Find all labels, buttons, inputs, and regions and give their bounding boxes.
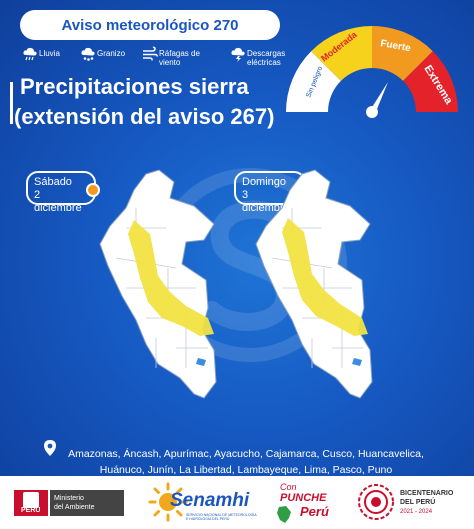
title-bracket (10, 82, 21, 124)
bicentenario-line2: DEL PERÚ (400, 499, 436, 506)
legend-label-lightning-line1: Descargas (247, 49, 286, 58)
punche-label: PUNCHE (280, 492, 327, 504)
bicentenario-emblem-icon (358, 484, 394, 520)
peru-label: PERÚ (21, 507, 41, 514)
date-saturday-line1: Sábado 2 (34, 176, 72, 201)
senamhi-subtitle: SERVICIO NACIONAL DE METEOROLOGÍA E HIDR… (186, 513, 257, 521)
regions-line1: Amazonas, Áncash, Apurímac, Ayacucho, Ca… (68, 448, 424, 460)
date-sunday-line1: Domingo 3 (242, 176, 287, 201)
phenomena-legend: Lluvia Granizo Ráfagas de viento (22, 46, 312, 80)
gauge-segment-extrema (403, 51, 458, 112)
legend-label-wind: Ráfagas de viento (159, 49, 200, 67)
con-label: Con (280, 482, 297, 492)
notice-panel: Aviso meteorológico 270 Lluvia Granizo (0, 0, 474, 476)
lightning-cloud-icon (231, 47, 245, 62)
affected-regions: Amazonas, Áncash, Apurímac, Ayacucho, Ca… (46, 446, 446, 476)
notice-subtitle: (extensión del aviso 267) (14, 104, 275, 129)
peru-shield-icon (23, 492, 39, 508)
peru-script-label: Perú (300, 504, 329, 519)
legend-label-lightning-line2: eléctricas (247, 58, 281, 67)
senamhi-logo: Senamhi SERVICIO NACIONAL DE METEOROLOGÍ… (146, 482, 256, 526)
ministry-logo: PERÚ Ministerio del Ambiente (14, 490, 124, 516)
rain-cloud-icon (23, 47, 37, 61)
gauge-needle-icon (366, 82, 388, 118)
location-pin-icon (44, 440, 56, 456)
gauge-label-fuerte: Fuerte (379, 38, 411, 54)
notice-badge: Aviso meteorológico 270 (20, 10, 280, 40)
map-figure-icon (277, 506, 291, 523)
date-label-saturday: Sábado 2 diciembre (26, 171, 100, 214)
legend-label-hail: Granizo (97, 49, 126, 58)
senamhi-wordmark: Senamhi (170, 490, 250, 511)
date-dot-icon (86, 183, 100, 197)
date-sunday-line2: diciembre (242, 202, 290, 214)
peru-map-saturday (99, 169, 217, 399)
ministry-line1: Ministerio (54, 495, 84, 502)
peru-flag-icon: PERÚ (14, 490, 48, 516)
notice-number: Aviso meteorológico 270 (61, 16, 239, 34)
gauge-segment-fuerte (372, 26, 433, 81)
gauge-segment-moderada (311, 26, 372, 81)
legend-label-lightning: Descargas eléctricas (247, 49, 285, 67)
regions-line2: Huánuco, Junín, La Libertad, Lambayeque,… (99, 464, 393, 476)
bicentenario-years: 2021 - 2024 (400, 509, 433, 515)
date-saturday-line2: diciembre (34, 202, 82, 214)
legend-label-wind-line2: viento (159, 58, 181, 67)
legend-label-wind-line1: Ráfagas de (159, 49, 200, 58)
footer-logos: PERÚ Ministerio del Ambiente Senamhi SER… (0, 476, 474, 529)
ministry-label: Ministerio del Ambiente (50, 490, 124, 516)
bicentenario-logo: BICENTENARIO DEL PERÚ 2021 - 2024 (356, 482, 466, 526)
bicentenario-line1: BICENTENARIO (400, 490, 454, 497)
peru-map-sunday (255, 169, 373, 399)
legend-label-rain: Lluvia (39, 49, 60, 58)
ministry-line2: del Ambiente (54, 504, 95, 511)
notice-title: Precipitaciones sierra (20, 74, 249, 99)
gauge-segment-sin-peligro (286, 51, 341, 112)
senamhi-sun-icon (148, 482, 188, 522)
danger-gauge: Sin peligro Moderada Fuerte Extrema (286, 26, 458, 118)
con-punche-peru-logo: Con PUNCHE Perú (272, 480, 342, 526)
hail-cloud-icon (81, 47, 95, 61)
wind-icon (143, 46, 158, 61)
